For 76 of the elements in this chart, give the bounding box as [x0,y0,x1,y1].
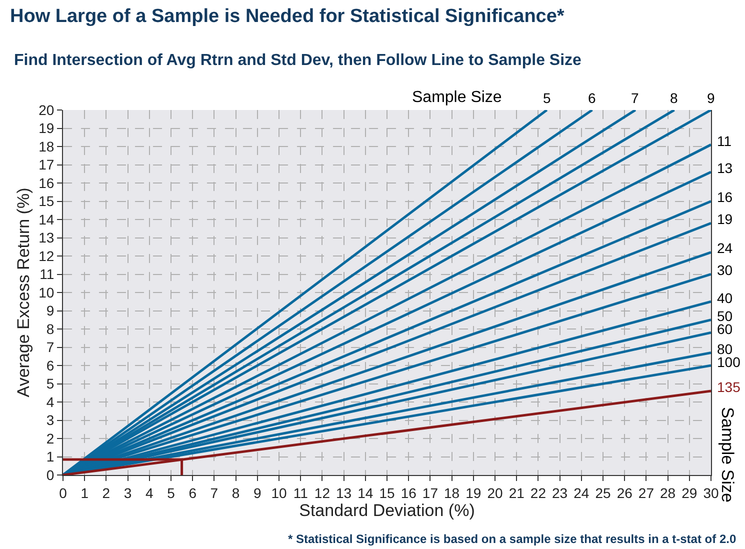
x-tick-label: 28 [660,484,676,501]
x-tick-label: 21 [508,484,525,501]
y-tick-label: 6 [46,357,54,374]
y-tick-label: 9 [46,302,54,319]
y-tick-label: 20 [38,102,54,118]
y-tick-label: 13 [38,230,54,246]
x-tick-label: 7 [210,484,218,501]
y-tick-label: 16 [38,174,54,191]
y-tick-label: 18 [38,138,54,154]
y-tick-label: 0 [46,466,54,483]
x-axis-title: Standard Deviation (%) [299,501,475,520]
x-tick-label: 12 [314,484,330,501]
x-tick-label: 22 [530,484,546,501]
series-label: 16 [717,189,733,205]
chart-subtitle: Find Intersection of Avg Rtrn and Std Dev, then Follow Line to Sample Size [14,52,582,69]
x-tick-label: 23 [552,484,568,501]
x-tick-label: 4 [146,484,154,501]
series-label: 24 [717,240,733,256]
y-tick-label: 11 [40,266,54,282]
y-tick-label: 17 [38,156,54,173]
text: Sample Size [412,89,502,106]
series-label: 80 [717,341,733,357]
series-label: 5 [543,90,551,106]
y-tick-label: 7 [46,339,54,356]
x-tick-label: 16 [400,484,417,501]
y-tick-label: 15 [38,193,54,210]
x-tick-label: 24 [574,484,590,501]
x-tick-label: 6 [188,484,197,501]
y-tick-label: 10 [38,284,54,300]
x-tick-label: 15 [379,484,395,501]
series-label: 100 [717,354,741,370]
x-tick-label: 3 [124,484,132,501]
series-label: 13 [717,160,733,176]
x-tick-label: 14 [358,484,374,501]
x-tick-label: 30 [703,484,719,501]
series-label: 19 [717,211,733,227]
x-tick-label: 27 [638,484,654,501]
chart-title: How Large of a Sample is Needed for Statistical Significance* [10,6,565,27]
text: Sample Size [718,407,737,502]
series-label: 7 [631,90,639,106]
x-tick-label: 17 [422,484,438,501]
series-label: 50 [717,308,733,324]
series-label: 11 [717,133,732,149]
series-label: 60 [717,321,733,337]
x-tick-label: 5 [167,484,176,501]
y-tick-label: 14 [38,211,54,228]
x-tick-label: 9 [254,484,262,501]
series-label: 135 [717,379,741,395]
y-tick-label: 2 [46,430,54,446]
series-label: 40 [717,290,733,306]
y-tick-label: 19 [38,120,54,136]
y-tick-label: 12 [38,248,54,264]
x-tick-label: 1 [80,484,89,501]
y-tick-label: 3 [46,412,54,428]
x-tick-label: 11 [293,484,308,501]
series-label: 9 [707,90,715,106]
x-tick-label: 0 [59,484,68,501]
x-tick-label: 10 [271,484,287,501]
x-tick-label: 2 [102,484,110,501]
x-tick-label: 8 [232,484,240,501]
x-tick-label: 19 [466,484,482,501]
y-tick-label: 4 [46,394,54,410]
x-tick-label: 13 [336,484,352,501]
x-tick-label: 25 [595,484,611,501]
y-axis-title: Average Excess Return (%) [14,188,34,398]
y-tick-label: 5 [46,376,54,392]
text: * Statistical Significance is based on a sample size that results in a t-stat of 2.0 [288,532,736,546]
series-label: 30 [717,262,733,278]
y-tick-label: 1 [46,448,54,465]
x-tick-label: 26 [616,484,633,501]
x-tick-label: 20 [487,484,503,501]
series-label: 6 [588,90,596,106]
series-label: 8 [670,90,678,106]
x-tick-label: 18 [444,484,460,501]
x-tick-label: 29 [682,484,698,501]
y-tick-label: 8 [46,320,54,337]
